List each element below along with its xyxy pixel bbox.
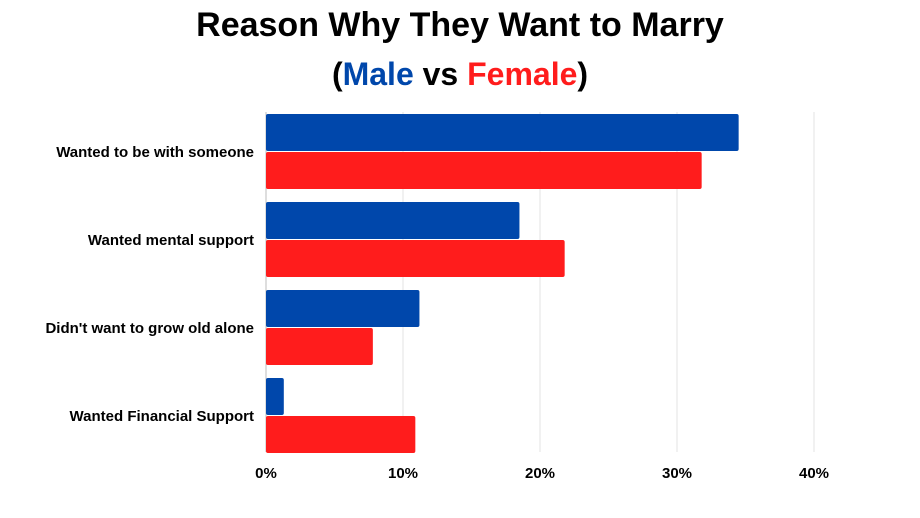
subtitle-open-paren: ( <box>331 56 343 92</box>
x-tick-label-40: 40% <box>799 465 829 482</box>
bar-male-wanted-financial-support <box>266 378 284 415</box>
bar-male-wanted-mental-support <box>266 202 520 239</box>
category-label-didn-t-want-to-grow-old-alone: Didn't want to grow old alone <box>45 320 254 337</box>
category-labels: Wanted to be with someone Wanted mental s… <box>45 144 254 425</box>
bars <box>266 114 739 453</box>
x-tick-label-0: 0% <box>255 465 277 482</box>
subtitle-vs-word: vs <box>413 56 468 92</box>
chart-title: Reason Why They Want to Marry <box>196 6 724 44</box>
category-label-wanted-to-be-with-someone: Wanted to be with someone <box>56 144 254 161</box>
subtitle-male-word: Male <box>342 56 414 92</box>
category-label-wanted-financial-support: Wanted Financial Support <box>70 408 254 425</box>
x-axis-ticks: 0% 10% 20% 30% 40% <box>255 465 829 482</box>
bar-female-wanted-to-be-with-someone <box>266 152 702 189</box>
x-tick-label-10: 10% <box>388 465 418 482</box>
x-tick-label-20: 20% <box>525 465 555 482</box>
category-label-wanted-mental-support: Wanted mental support <box>88 232 254 249</box>
bar-female-wanted-mental-support <box>266 240 565 277</box>
bar-female-didn-t-want-to-grow-old-alone <box>266 328 373 365</box>
subtitle-close-paren: ) <box>577 56 589 92</box>
bar-male-didn-t-want-to-grow-old-alone <box>266 290 420 327</box>
x-tick-label-30: 30% <box>662 465 692 482</box>
bar-male-wanted-to-be-with-someone <box>266 114 739 151</box>
subtitle-female-word: Female <box>467 56 578 92</box>
chart-subtitle: (Male vs Female) <box>0 56 920 93</box>
bar-female-wanted-financial-support <box>266 416 416 453</box>
